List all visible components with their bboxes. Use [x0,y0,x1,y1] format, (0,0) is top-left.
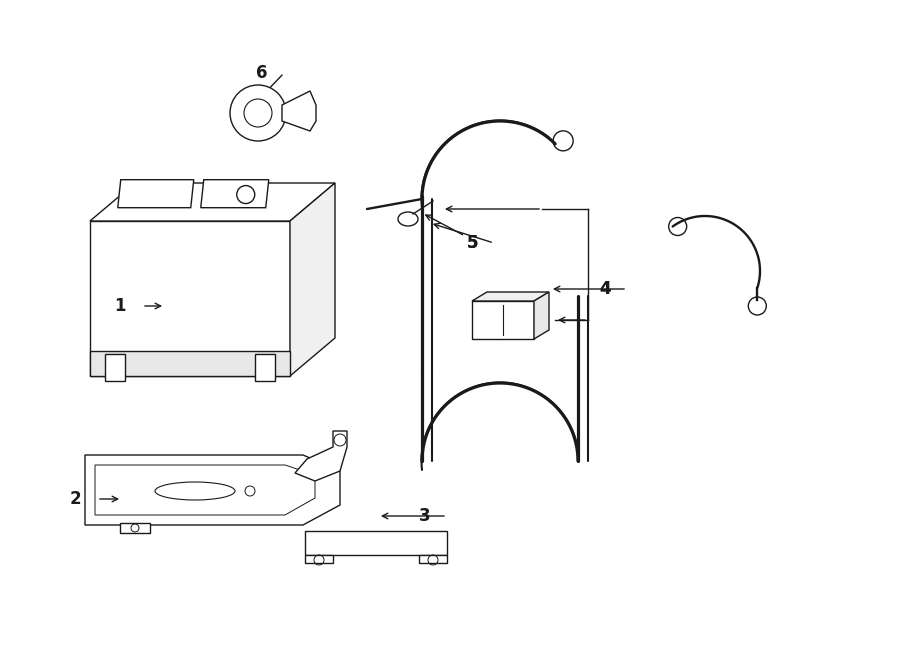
Ellipse shape [398,212,418,226]
Text: 4: 4 [599,280,611,298]
Text: 5: 5 [466,234,478,252]
Polygon shape [255,354,275,381]
Text: 6: 6 [256,64,268,82]
Polygon shape [90,183,335,221]
Polygon shape [534,292,549,339]
Polygon shape [85,455,340,525]
Polygon shape [201,180,269,208]
Circle shape [230,85,286,141]
Polygon shape [90,221,290,376]
Circle shape [237,186,255,204]
Text: 5: 5 [466,234,478,252]
Polygon shape [105,354,125,381]
Polygon shape [305,531,447,555]
Polygon shape [152,184,176,204]
Polygon shape [472,301,534,339]
Polygon shape [118,180,194,208]
Text: 1: 1 [114,297,126,315]
Polygon shape [290,183,335,376]
Polygon shape [305,555,333,563]
Polygon shape [472,292,549,301]
Polygon shape [282,91,316,131]
Polygon shape [90,351,290,376]
Polygon shape [419,555,447,563]
Text: 4: 4 [599,280,611,298]
Text: 3: 3 [419,507,431,525]
Circle shape [244,99,272,127]
Polygon shape [120,523,150,533]
Text: 2: 2 [69,490,81,508]
Polygon shape [295,431,347,481]
